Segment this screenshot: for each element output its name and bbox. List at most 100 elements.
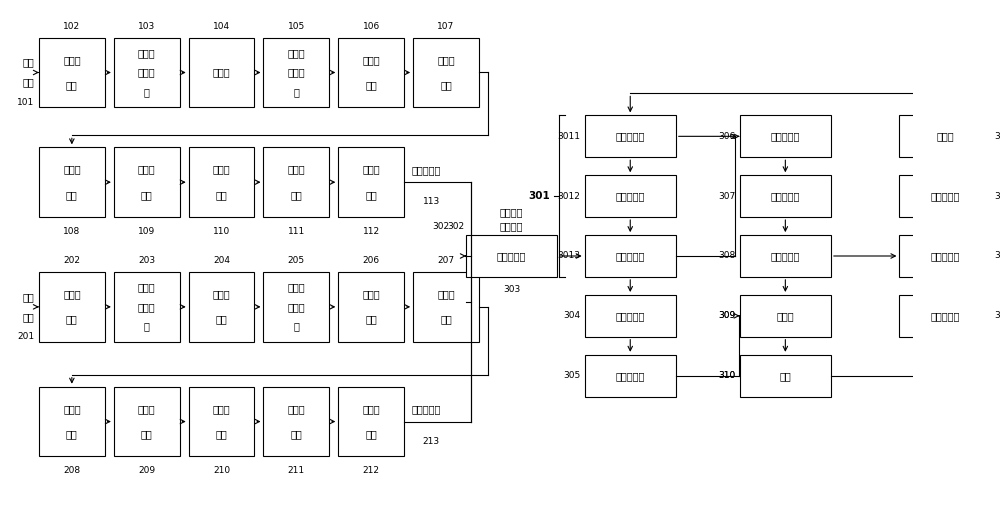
- Text: 314: 314: [994, 311, 1000, 321]
- Text: 磁阀: 磁阀: [365, 190, 377, 200]
- Text: 滤器: 滤器: [66, 314, 78, 325]
- Text: 第二电: 第二电: [362, 404, 380, 414]
- Text: 水分离: 水分离: [138, 68, 155, 77]
- Text: 202: 202: [63, 256, 80, 265]
- Text: 303: 303: [503, 285, 520, 294]
- Text: 废墨储存盒: 废墨储存盒: [930, 311, 960, 321]
- Text: 第四电磁阀: 第四电磁阀: [930, 251, 960, 261]
- Text: 感器: 感器: [141, 429, 153, 439]
- Text: 速阀: 速阀: [216, 429, 227, 439]
- Bar: [338, 272, 404, 342]
- Text: 储墨腔体一: 储墨腔体一: [616, 131, 645, 141]
- Text: 105: 105: [288, 22, 305, 31]
- Text: 101: 101: [17, 98, 34, 107]
- Text: 气干燥: 气干燥: [287, 302, 305, 312]
- Bar: [263, 272, 329, 342]
- Bar: [263, 387, 329, 457]
- Text: 器: 器: [293, 322, 299, 331]
- Text: 第二调: 第二调: [213, 404, 230, 414]
- Text: 311: 311: [994, 132, 1000, 141]
- Text: 回收泵: 回收泵: [936, 131, 954, 141]
- Bar: [114, 387, 180, 457]
- Text: 312: 312: [994, 191, 1000, 201]
- Bar: [39, 387, 105, 457]
- Text: 304: 304: [563, 311, 580, 321]
- Text: 310: 310: [718, 371, 735, 380]
- Bar: [189, 37, 254, 108]
- Text: 第二空: 第二空: [287, 282, 305, 292]
- Bar: [114, 147, 180, 217]
- Text: 208: 208: [63, 466, 80, 476]
- Text: 进气: 进气: [23, 292, 34, 302]
- Text: 207: 207: [437, 256, 455, 265]
- Text: 309: 309: [718, 311, 735, 321]
- Text: 302: 302: [447, 222, 464, 231]
- Text: 302: 302: [432, 222, 450, 231]
- Text: 212: 212: [363, 466, 380, 476]
- Text: 第二过: 第二过: [63, 289, 81, 300]
- Bar: [39, 272, 105, 342]
- Text: 磁阀: 磁阀: [365, 429, 377, 439]
- Text: 301: 301: [528, 191, 550, 201]
- Text: 111: 111: [288, 227, 305, 236]
- Text: 211: 211: [288, 466, 305, 476]
- Text: 正压传: 正压传: [138, 165, 155, 175]
- Text: 压阀: 压阀: [440, 314, 452, 325]
- Text: 水分离: 水分离: [138, 302, 155, 312]
- Text: 滤器: 滤器: [66, 80, 78, 90]
- Text: 器: 器: [144, 87, 150, 97]
- Text: 负压出气口: 负压出气口: [411, 404, 441, 415]
- Text: 口二: 口二: [23, 312, 34, 322]
- Text: 107: 107: [437, 22, 455, 31]
- Text: 第一过: 第一过: [63, 55, 81, 65]
- Text: 气瓶: 气瓶: [66, 190, 78, 200]
- Text: 向阀: 向阀: [365, 80, 377, 90]
- Text: 负压生: 负压生: [213, 289, 230, 300]
- Bar: [585, 295, 676, 337]
- Bar: [39, 37, 105, 108]
- Text: 伺服比: 伺服比: [437, 55, 455, 65]
- Text: 储墨腔体二: 储墨腔体二: [616, 251, 645, 261]
- Text: 进气: 进气: [23, 57, 34, 68]
- Text: 109: 109: [138, 227, 155, 236]
- Bar: [740, 355, 831, 397]
- Text: 量表: 量表: [290, 190, 302, 200]
- Text: 第二油: 第二油: [138, 282, 155, 292]
- Text: 第一单: 第一单: [362, 55, 380, 65]
- Bar: [585, 355, 676, 397]
- Text: 305: 305: [563, 371, 580, 380]
- Text: 正压出气口: 正压出气口: [411, 165, 441, 175]
- Text: 112: 112: [363, 227, 380, 236]
- Text: 103: 103: [138, 22, 155, 31]
- Text: 313: 313: [994, 251, 1000, 261]
- Bar: [39, 147, 105, 217]
- Bar: [114, 272, 180, 342]
- Bar: [338, 147, 404, 217]
- Bar: [114, 37, 180, 108]
- Text: 第五电磁阀: 第五电磁阀: [930, 191, 960, 201]
- Text: 110: 110: [213, 227, 230, 236]
- Text: 3013: 3013: [557, 251, 580, 261]
- Text: 成器: 成器: [216, 314, 227, 325]
- Bar: [899, 235, 991, 277]
- Text: 液压传感器: 液压传感器: [616, 371, 645, 381]
- Bar: [740, 115, 831, 157]
- Text: 气泡消除器: 气泡消除器: [771, 191, 800, 201]
- Text: 210: 210: [213, 466, 230, 476]
- Text: 309: 309: [718, 311, 735, 321]
- Text: 204: 204: [213, 256, 230, 265]
- Text: 速阀: 速阀: [216, 190, 227, 200]
- Text: 器: 器: [144, 322, 150, 331]
- Text: 第一储: 第一储: [63, 165, 81, 175]
- Text: 第一空: 第一空: [287, 48, 305, 58]
- Bar: [585, 115, 676, 157]
- Text: 第一调: 第一调: [213, 165, 230, 175]
- Text: 第六电磁阀: 第六电磁阀: [616, 191, 645, 201]
- Text: 113: 113: [423, 197, 440, 206]
- Text: 第一流: 第一流: [287, 165, 305, 175]
- Text: 213: 213: [423, 437, 440, 445]
- Text: 308: 308: [718, 251, 735, 261]
- Text: 第二储: 第二储: [63, 404, 81, 414]
- Text: 液位传感器: 液位传感器: [616, 311, 645, 321]
- Text: 向阀: 向阀: [365, 314, 377, 325]
